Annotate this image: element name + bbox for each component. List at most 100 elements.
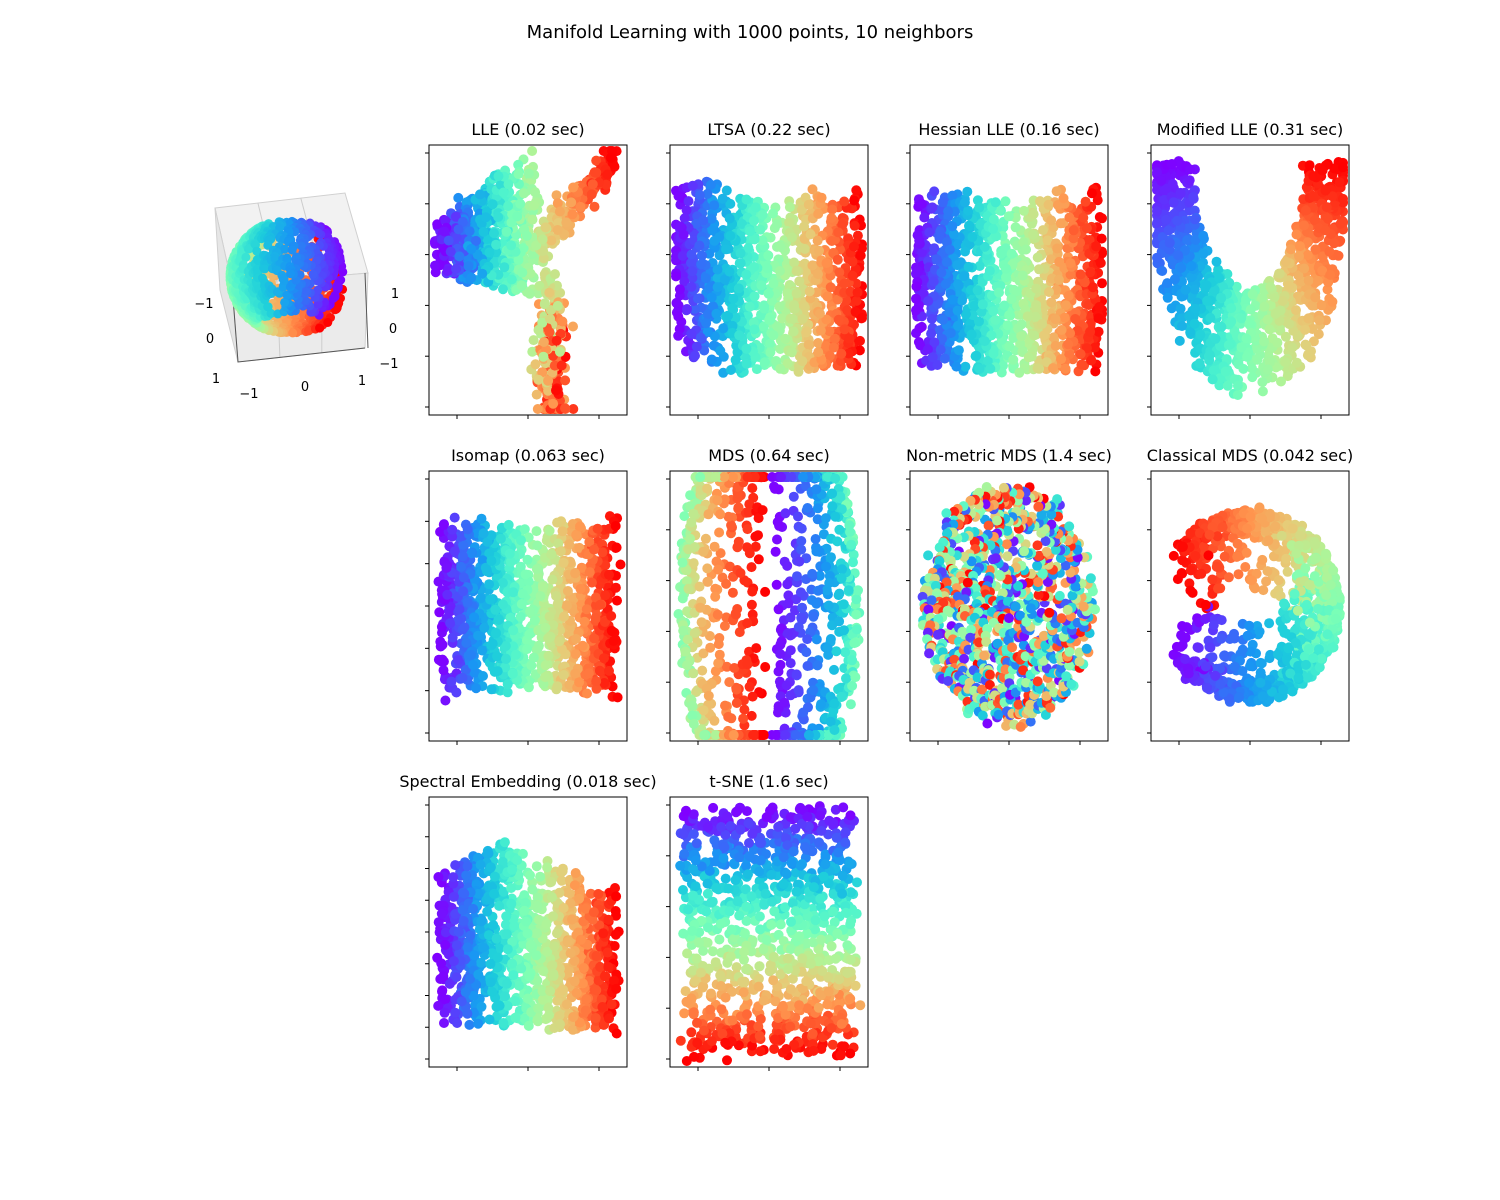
scatter-point [463,261,474,272]
scatter-point [1035,196,1045,207]
scatter-point [521,230,532,241]
scatter-point [554,346,565,357]
scatter-point [1031,283,1042,294]
scatter-point [916,198,927,209]
tick-label: −1 [379,357,398,372]
scatter-point [784,202,795,213]
scatter-point [529,200,539,211]
scatter-point [692,293,703,304]
scatter-point [929,243,940,254]
scatter-point [785,313,796,324]
subplot-lle: LLE (0.02 sec) [425,120,628,419]
scatter-point [546,235,557,246]
scatter-point [286,269,295,279]
scatter-point [953,280,964,291]
scatter-point [990,315,1001,325]
scatter-point [1053,274,1064,285]
scatter-point [768,330,779,341]
scatter-point [979,336,990,347]
tick-label: −1 [239,387,258,402]
scatter-point [1321,202,1332,213]
scatter-point [924,227,935,238]
scatter-point [1097,278,1107,289]
scatter-point [914,235,925,246]
scatter-point [540,298,550,309]
scatter-point [832,254,843,265]
scatter-point [971,350,982,361]
scatter-point [1037,319,1047,329]
scatter-point [807,260,818,271]
scatter-point [1236,313,1247,324]
scatter-point [560,375,571,386]
scatter-point [788,326,799,337]
scatter-point [984,265,995,276]
scatter-point [936,267,947,278]
figure-title: Manifold Learning with 1000 points, 10 n… [527,22,974,43]
scatter-point [1207,374,1218,385]
scatter-point [1078,212,1089,223]
scatter-point [1214,273,1225,283]
scatter-point [1028,209,1039,220]
scatter-point [782,288,793,299]
scatter-point [1022,311,1033,322]
scatter-point [712,282,723,293]
scatter-point [1023,352,1034,363]
axis-line [231,284,366,363]
scatter-point [947,221,958,232]
scatter-point [682,304,692,314]
scatter-point [1287,342,1298,353]
scatter-point [544,327,555,338]
scatter-point [673,191,684,202]
scatter-point [477,268,488,279]
scatter-point [552,300,563,311]
scatter-point [1163,225,1174,236]
scatter-point [1001,272,1011,283]
scatter-point [1070,314,1081,324]
scatter-point [698,215,709,226]
scatter-point [1300,205,1311,216]
scatter-point [1299,220,1309,231]
scatter-point [988,306,999,317]
scatter-points [671,176,867,378]
scatter-point [323,318,333,327]
scatter-point [803,339,814,350]
scatter-point [801,326,812,337]
scatter-point [1174,335,1185,346]
scatter-point [1048,363,1058,374]
scatter-point [545,313,556,324]
scatter-point [1080,196,1091,207]
scatter-point [977,299,988,310]
tick-label: 0 [301,380,309,395]
scatter-point [501,226,512,237]
scatter-point [1010,222,1021,233]
scatter-point [826,236,837,246]
scatter-point [328,294,338,303]
scatter-point [443,235,454,246]
scatter-point [1021,244,1031,255]
scatter-point [775,363,786,374]
scatter-point [744,301,755,312]
scatter-point [695,332,706,343]
scatter-point [1093,326,1104,337]
scatter-point [734,330,745,341]
scatter-point [705,179,716,190]
scatter-point [1169,274,1180,285]
scatter-point [750,202,761,213]
scatter-point [748,215,759,226]
scatter-point [605,152,616,163]
subplot-3d-input: −101−1 0 110−1 [194,192,399,402]
scatter-point [851,295,862,306]
scatter-point [1291,357,1302,368]
scatter-point [842,305,853,316]
scatter-point [1086,355,1097,366]
subplot-title: Hessian LLE (0.16 sec) [918,120,1099,139]
scatter-point [700,273,711,284]
scatter-point [814,308,825,319]
scatter-point [297,310,307,320]
scatter-point [1058,193,1069,204]
scatter-point [765,347,776,358]
scatter-point [1238,363,1249,374]
scatter-point [775,242,786,252]
scatter-point [749,291,760,302]
